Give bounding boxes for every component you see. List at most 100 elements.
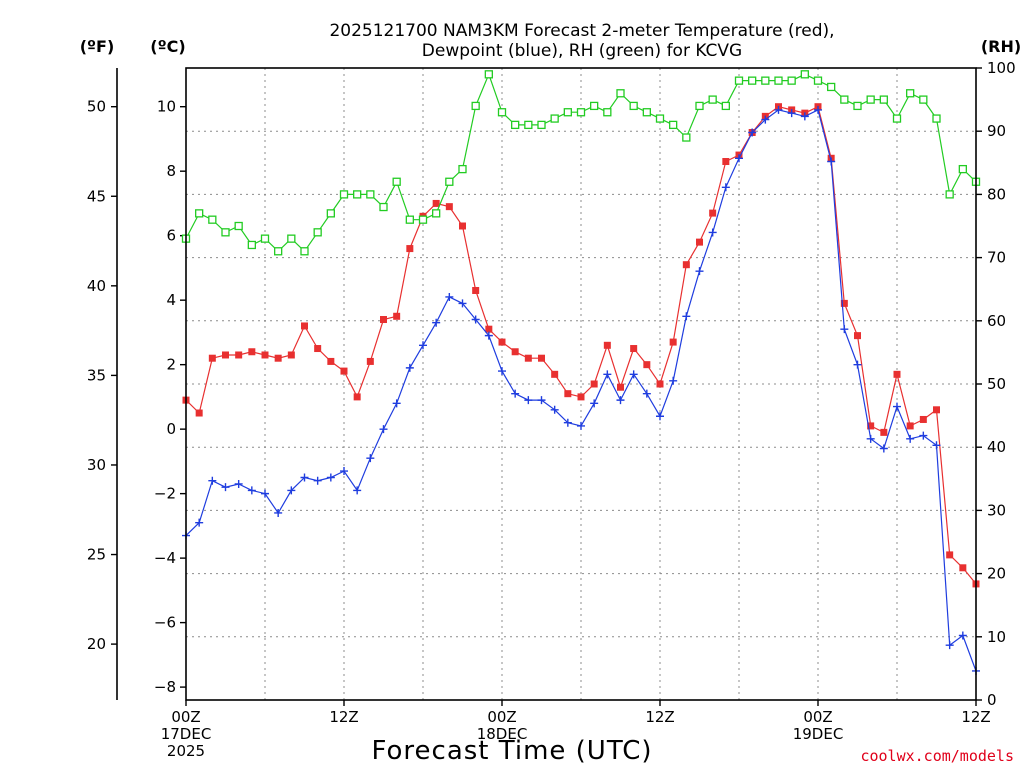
data-point-marker xyxy=(392,177,401,186)
data-point-marker xyxy=(287,486,296,495)
x-tick-label: 12Z xyxy=(329,708,358,726)
data-point-marker xyxy=(380,316,387,324)
data-point-marker xyxy=(721,183,730,192)
data-point-marker xyxy=(682,312,691,321)
fahrenheit-axis-unit: (ºF) xyxy=(80,37,115,56)
x-tick-label: 19DEC xyxy=(793,725,844,743)
x-tick-label: 2025 xyxy=(167,742,205,760)
data-point-marker xyxy=(432,199,440,207)
data-point-marker xyxy=(630,345,638,353)
data-point-marker xyxy=(814,105,822,114)
data-point-marker xyxy=(853,360,862,369)
data-point-marker xyxy=(735,154,743,163)
celsius-tick-label: −8 xyxy=(154,678,176,696)
celsius-tick-label: 6 xyxy=(166,227,176,245)
celsius-tick-label: −6 xyxy=(154,614,176,632)
data-point-marker xyxy=(274,247,283,256)
data-point-marker xyxy=(721,101,730,111)
data-point-marker xyxy=(854,332,861,340)
data-point-marker xyxy=(919,415,927,423)
data-point-marker xyxy=(234,479,243,488)
data-point-marker xyxy=(563,418,572,427)
fahrenheit-tick-label: 45 xyxy=(87,187,106,205)
celsius-tick-label: 10 xyxy=(157,98,176,116)
celsius-tick-label: −2 xyxy=(154,485,176,503)
data-point-marker xyxy=(603,341,611,349)
data-point-marker xyxy=(340,367,348,375)
data-point-marker xyxy=(576,108,586,117)
data-point-marker xyxy=(458,164,467,174)
data-point-marker xyxy=(221,228,230,237)
data-point-marker xyxy=(959,564,967,572)
data-point-marker xyxy=(563,108,572,117)
data-point-marker xyxy=(340,467,348,476)
x-tick-label: 12Z xyxy=(961,708,990,726)
data-point-marker xyxy=(366,190,375,199)
series-rh xyxy=(181,70,981,256)
data-point-marker xyxy=(603,370,612,379)
data-point-marker xyxy=(879,444,888,453)
data-point-marker xyxy=(445,177,454,186)
data-point-marker xyxy=(709,209,717,217)
data-point-marker xyxy=(748,76,757,85)
data-point-marker xyxy=(484,331,493,340)
data-point-marker xyxy=(524,120,533,130)
data-point-marker xyxy=(787,109,796,118)
data-point-marker xyxy=(590,101,599,111)
data-point-marker xyxy=(893,402,901,411)
data-point-marker xyxy=(524,396,533,405)
data-point-marker xyxy=(866,434,875,443)
data-point-marker xyxy=(880,428,888,436)
data-point-marker xyxy=(919,431,928,440)
data-point-marker xyxy=(669,338,677,346)
data-point-marker xyxy=(617,383,624,391)
data-point-marker xyxy=(590,399,599,408)
data-point-marker xyxy=(853,101,862,111)
data-point-marker xyxy=(498,367,506,376)
data-point-marker xyxy=(511,348,519,356)
data-point-marker xyxy=(524,354,532,362)
celsius-tick-label: 0 xyxy=(166,420,176,438)
data-point-marker xyxy=(511,120,520,130)
data-point-marker xyxy=(498,338,506,346)
data-point-marker xyxy=(538,354,545,362)
data-point-marker xyxy=(406,245,414,253)
data-point-marker xyxy=(471,101,480,111)
fahrenheit-tick-label: 50 xyxy=(87,98,106,116)
data-point-marker xyxy=(722,158,730,166)
data-point-marker xyxy=(353,486,362,495)
data-point-marker xyxy=(445,292,454,301)
data-point-marker xyxy=(629,370,638,379)
rh-tick-label: 0 xyxy=(987,691,997,709)
data-point-marker xyxy=(274,354,282,362)
data-point-marker xyxy=(734,76,744,85)
data-point-marker xyxy=(222,351,229,359)
data-point-marker xyxy=(603,108,612,117)
data-point-marker xyxy=(234,221,243,231)
data-point-marker xyxy=(287,234,296,243)
fahrenheit-tick-label: 40 xyxy=(87,277,106,295)
x-tick-label: 00Z xyxy=(803,708,832,726)
rh-tick-label: 70 xyxy=(987,249,1006,267)
data-point-marker xyxy=(195,518,204,527)
data-point-marker xyxy=(471,315,480,324)
data-point-marker xyxy=(432,318,441,327)
data-point-marker xyxy=(537,396,546,405)
data-point-marker xyxy=(695,267,704,276)
data-point-marker xyxy=(472,286,480,294)
data-point-marker xyxy=(485,325,493,333)
data-point-marker xyxy=(656,380,664,388)
data-point-marker xyxy=(379,202,388,212)
data-point-marker xyxy=(958,631,967,640)
data-point-marker xyxy=(327,357,335,365)
data-point-marker xyxy=(247,240,256,250)
data-point-marker xyxy=(642,108,651,117)
chart-title-line1: 2025121700 NAM3KM Forecast 2-meter Tempe… xyxy=(329,21,834,41)
data-point-marker xyxy=(208,476,217,485)
data-point-marker xyxy=(669,376,678,385)
data-point-marker xyxy=(459,222,466,230)
data-point-marker xyxy=(866,95,875,104)
data-point-marker xyxy=(919,95,928,104)
data-point-marker xyxy=(300,247,309,256)
